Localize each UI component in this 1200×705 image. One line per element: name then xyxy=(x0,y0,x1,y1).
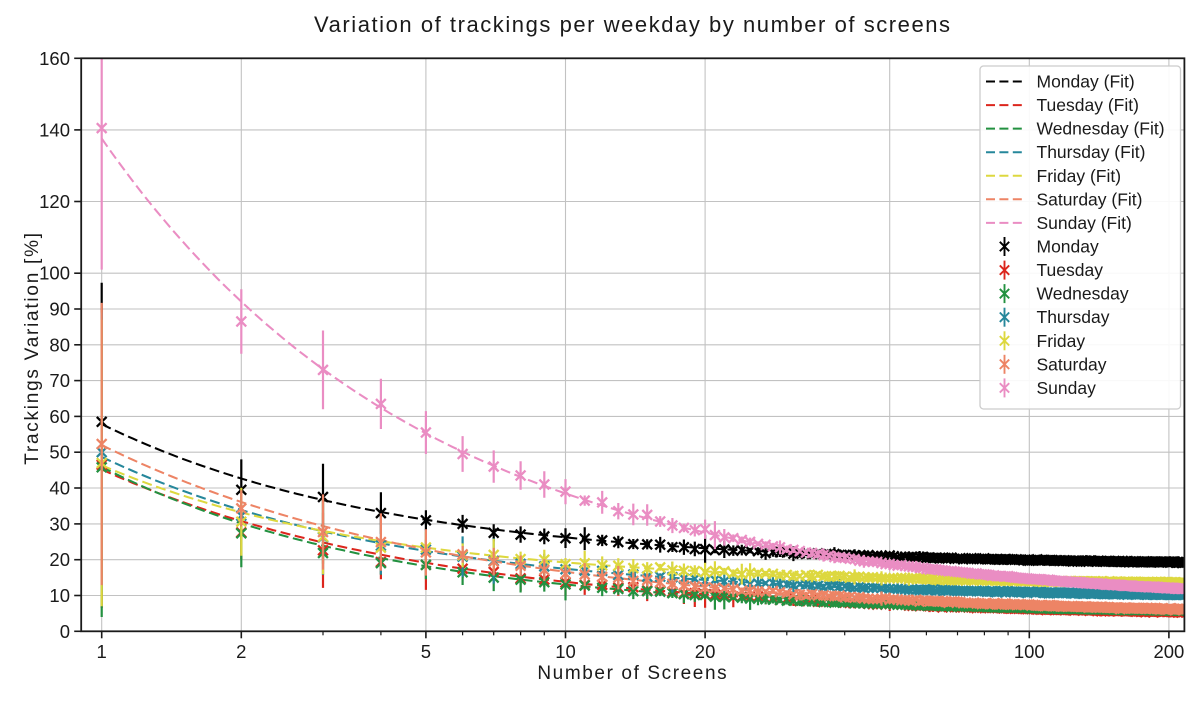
svg-text:50: 50 xyxy=(49,442,70,463)
svg-text:100: 100 xyxy=(1014,641,1045,662)
svg-text:Thursday: Thursday xyxy=(1037,307,1110,327)
svg-text:50: 50 xyxy=(879,641,900,662)
svg-text:Number of Screens: Number of Screens xyxy=(537,663,728,684)
svg-text:1: 1 xyxy=(97,641,107,662)
svg-text:Sunday (Fit): Sunday (Fit) xyxy=(1037,213,1132,233)
svg-text:120: 120 xyxy=(39,191,70,212)
svg-text:Sunday: Sunday xyxy=(1037,378,1097,398)
svg-text:20: 20 xyxy=(49,549,70,570)
svg-text:40: 40 xyxy=(49,478,70,499)
svg-text:Friday (Fit): Friday (Fit) xyxy=(1037,166,1122,186)
svg-text:Monday: Monday xyxy=(1037,237,1100,257)
svg-text:90: 90 xyxy=(49,299,70,320)
svg-text:10: 10 xyxy=(49,585,70,606)
svg-text:Variation of trackings per wee: Variation of trackings per weekday by nu… xyxy=(314,12,952,37)
svg-text:60: 60 xyxy=(49,406,70,427)
svg-text:0: 0 xyxy=(60,621,70,642)
svg-text:10: 10 xyxy=(555,641,576,662)
svg-text:80: 80 xyxy=(49,334,70,355)
svg-text:Saturday: Saturday xyxy=(1037,354,1107,374)
svg-text:Monday (Fit): Monday (Fit) xyxy=(1037,72,1135,92)
svg-text:160: 160 xyxy=(39,48,70,69)
svg-text:Wednesday (Fit): Wednesday (Fit) xyxy=(1037,119,1165,139)
svg-text:Friday: Friday xyxy=(1037,331,1086,351)
svg-text:Thursday (Fit): Thursday (Fit) xyxy=(1037,142,1146,162)
svg-text:2: 2 xyxy=(236,641,246,662)
svg-text:30: 30 xyxy=(49,513,70,534)
svg-text:Saturday (Fit): Saturday (Fit) xyxy=(1037,189,1143,209)
svg-text:100: 100 xyxy=(39,263,70,284)
svg-text:140: 140 xyxy=(39,119,70,140)
svg-text:20: 20 xyxy=(695,641,716,662)
svg-text:Tuesday (Fit): Tuesday (Fit) xyxy=(1037,95,1139,115)
svg-text:Trackings Variation [%]: Trackings Variation [%] xyxy=(22,231,43,465)
svg-text:200: 200 xyxy=(1153,641,1184,662)
svg-text:Wednesday: Wednesday xyxy=(1037,284,1129,304)
svg-text:70: 70 xyxy=(49,370,70,391)
svg-text:5: 5 xyxy=(421,641,431,662)
svg-text:Tuesday: Tuesday xyxy=(1037,260,1104,280)
